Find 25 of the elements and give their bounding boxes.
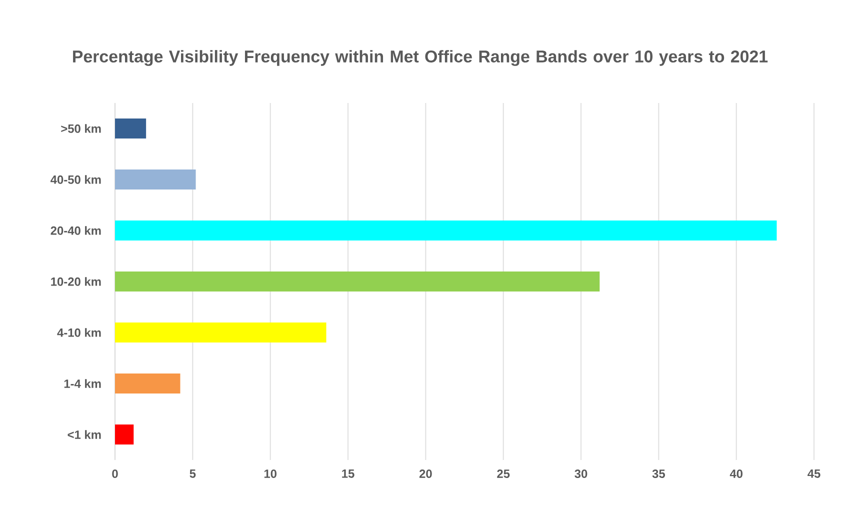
x-tick-label: 40 bbox=[730, 470, 742, 478]
bar bbox=[115, 170, 196, 190]
y-tick-label: 20-40 km bbox=[50, 226, 101, 235]
y-tick-label: >50 km bbox=[61, 124, 101, 133]
y-tick-label: 1-4 km bbox=[64, 379, 101, 388]
y-tick-label: 10-20 km bbox=[51, 277, 101, 286]
x-tick-label: 5 bbox=[190, 470, 196, 478]
x-tick-label: 0 bbox=[112, 470, 118, 478]
bar bbox=[115, 118, 146, 139]
bar bbox=[115, 424, 134, 445]
x-tick-label: 35 bbox=[652, 470, 665, 478]
chart-title: Percentage Visibility Frequency within Met Office Range Bands over 10 years to 2021 bbox=[73, 50, 768, 66]
y-tick-label: 4-10 km bbox=[57, 328, 101, 337]
x-tick-label: 20 bbox=[419, 470, 432, 478]
x-tick-label: 25 bbox=[497, 470, 510, 478]
bar bbox=[115, 374, 180, 394]
x-tick-label: 45 bbox=[808, 470, 820, 478]
y-tick-label: 40-50 km bbox=[50, 175, 101, 184]
x-tick-label: 10 bbox=[264, 470, 276, 478]
x-tick-label: 15 bbox=[342, 470, 354, 478]
bar bbox=[115, 322, 326, 343]
y-tick-label: <1 km bbox=[68, 430, 101, 439]
bar bbox=[115, 220, 777, 241]
x-tick-label: 30 bbox=[574, 470, 588, 478]
bar bbox=[115, 272, 600, 292]
